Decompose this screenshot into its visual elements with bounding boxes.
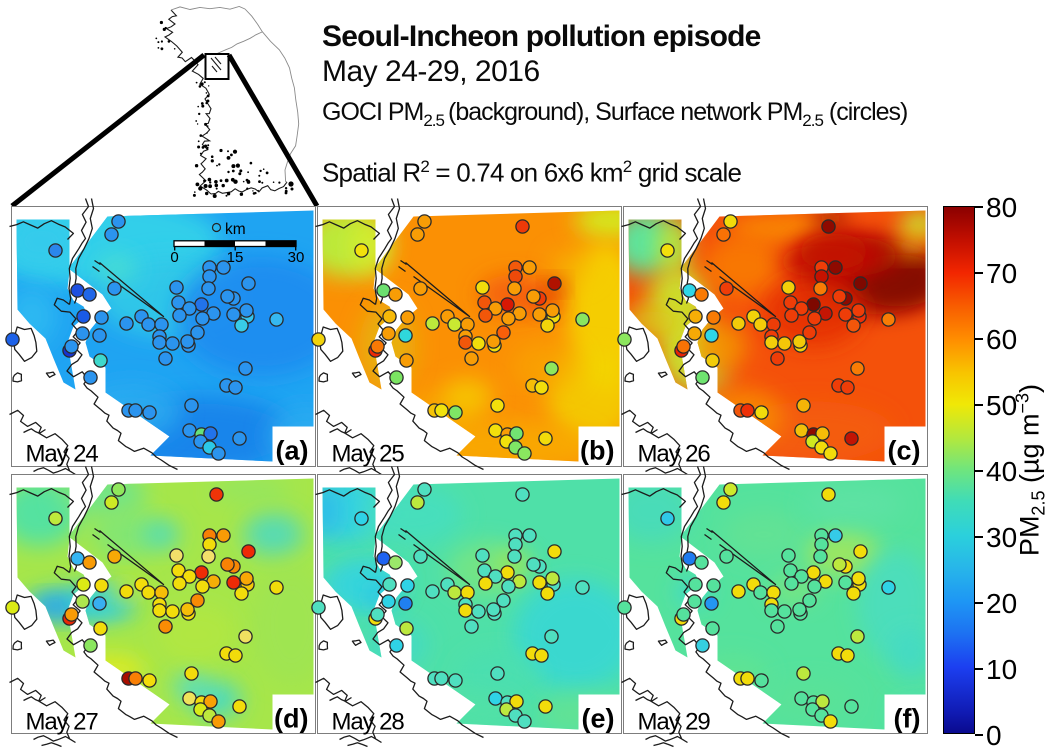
svg-text:May 25: May 25 [332,441,405,468]
svg-text:km: km [225,221,246,238]
svg-text:(a): (a) [276,436,309,466]
svg-text:May 29: May 29 [638,709,711,736]
svg-text:0: 0 [170,249,178,266]
svg-text:May 28: May 28 [332,709,405,736]
svg-text:May 26: May 26 [638,441,711,468]
svg-text:(f): (f) [894,704,921,734]
svg-text:May 24: May 24 [26,441,99,468]
svg-text:May 27: May 27 [26,709,99,736]
svg-text:15: 15 [227,249,244,266]
svg-text:(c): (c) [888,436,921,466]
svg-text:(d): (d) [274,704,308,734]
svg-text:(e): (e) [582,704,615,734]
svg-text:30: 30 [288,249,305,266]
svg-text:(b): (b) [580,436,614,466]
